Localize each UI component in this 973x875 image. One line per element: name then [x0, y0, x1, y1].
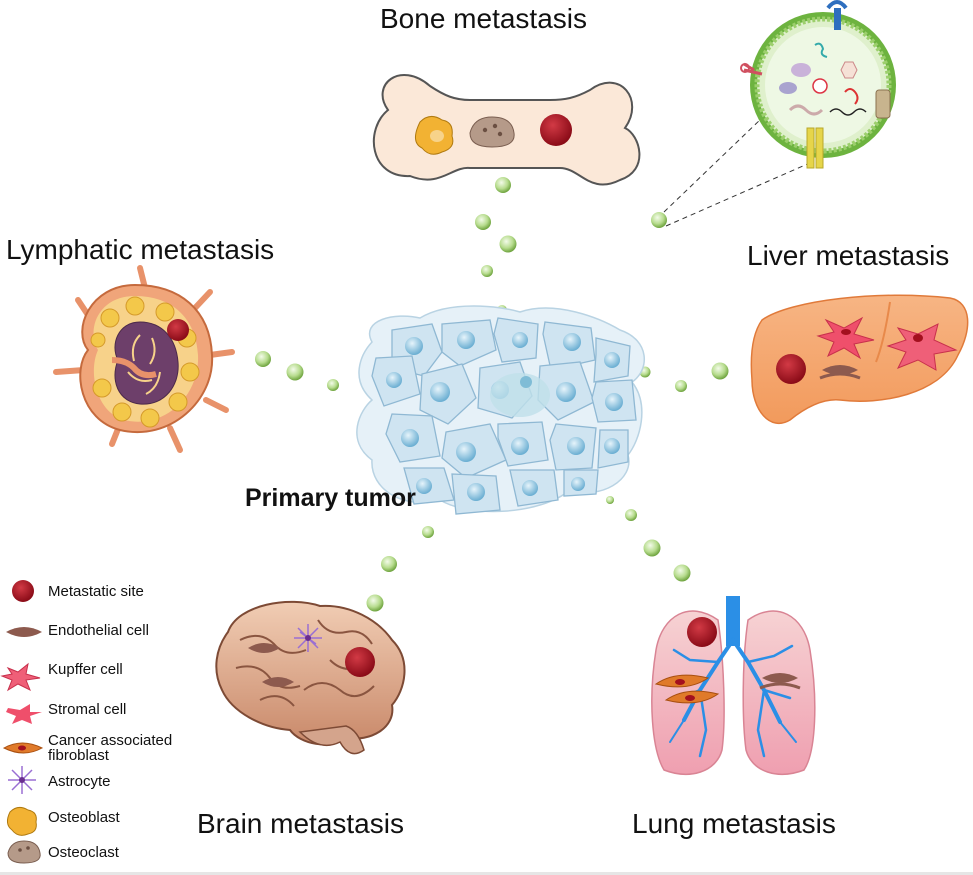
legend-icons — [0, 580, 44, 864]
kupffer-cell-icon — [0, 662, 41, 692]
legend-label-kupffer-cell: Kupffer cell — [48, 661, 123, 678]
lymphatic-metastasis-label: Lymphatic metastasis — [6, 234, 275, 265]
osteoblast-icon — [6, 806, 37, 836]
primary-tumor-illustration — [356, 305, 645, 515]
bone-illustration — [372, 74, 641, 186]
legend-label-stromal-cell: Stromal cell — [48, 701, 127, 718]
legend-label-metastatic-site: Metastatic site — [48, 583, 144, 600]
bottom-border — [0, 872, 973, 875]
legend-label-endothelial-cell: Endothelial cell — [48, 622, 149, 639]
bone-metastasis-label: Bone metastasis — [380, 3, 587, 34]
primary-tumor-label: Primary tumor — [245, 484, 416, 512]
liver-illustration — [750, 294, 969, 425]
legend-label-fibroblast: Cancer associated fibroblast — [48, 732, 173, 764]
lungs-illustration — [651, 596, 816, 775]
endothelial-cell-icon — [6, 627, 42, 637]
metastatic-site-icon — [12, 580, 34, 602]
liver-metastasis-label: Liver metastasis — [747, 240, 950, 271]
legend-label-osteoblast: Osteoblast — [48, 809, 120, 826]
brain-metastasis-label: Brain metastasis — [197, 808, 404, 839]
fibroblast-icon — [2, 742, 44, 754]
osteoclast-icon — [7, 840, 41, 864]
lymph-node-illustration — [53, 265, 235, 453]
stromal-cell-icon — [6, 704, 42, 724]
astrocyte-icon — [8, 766, 36, 794]
legend-label-astrocyte: Astrocyte — [48, 773, 111, 790]
brain-illustration — [215, 600, 406, 755]
vesicle-detail — [663, 0, 896, 227]
legend-label-osteoclast: Osteoclast — [48, 844, 119, 861]
lung-metastasis-label: Lung metastasis — [632, 808, 836, 839]
